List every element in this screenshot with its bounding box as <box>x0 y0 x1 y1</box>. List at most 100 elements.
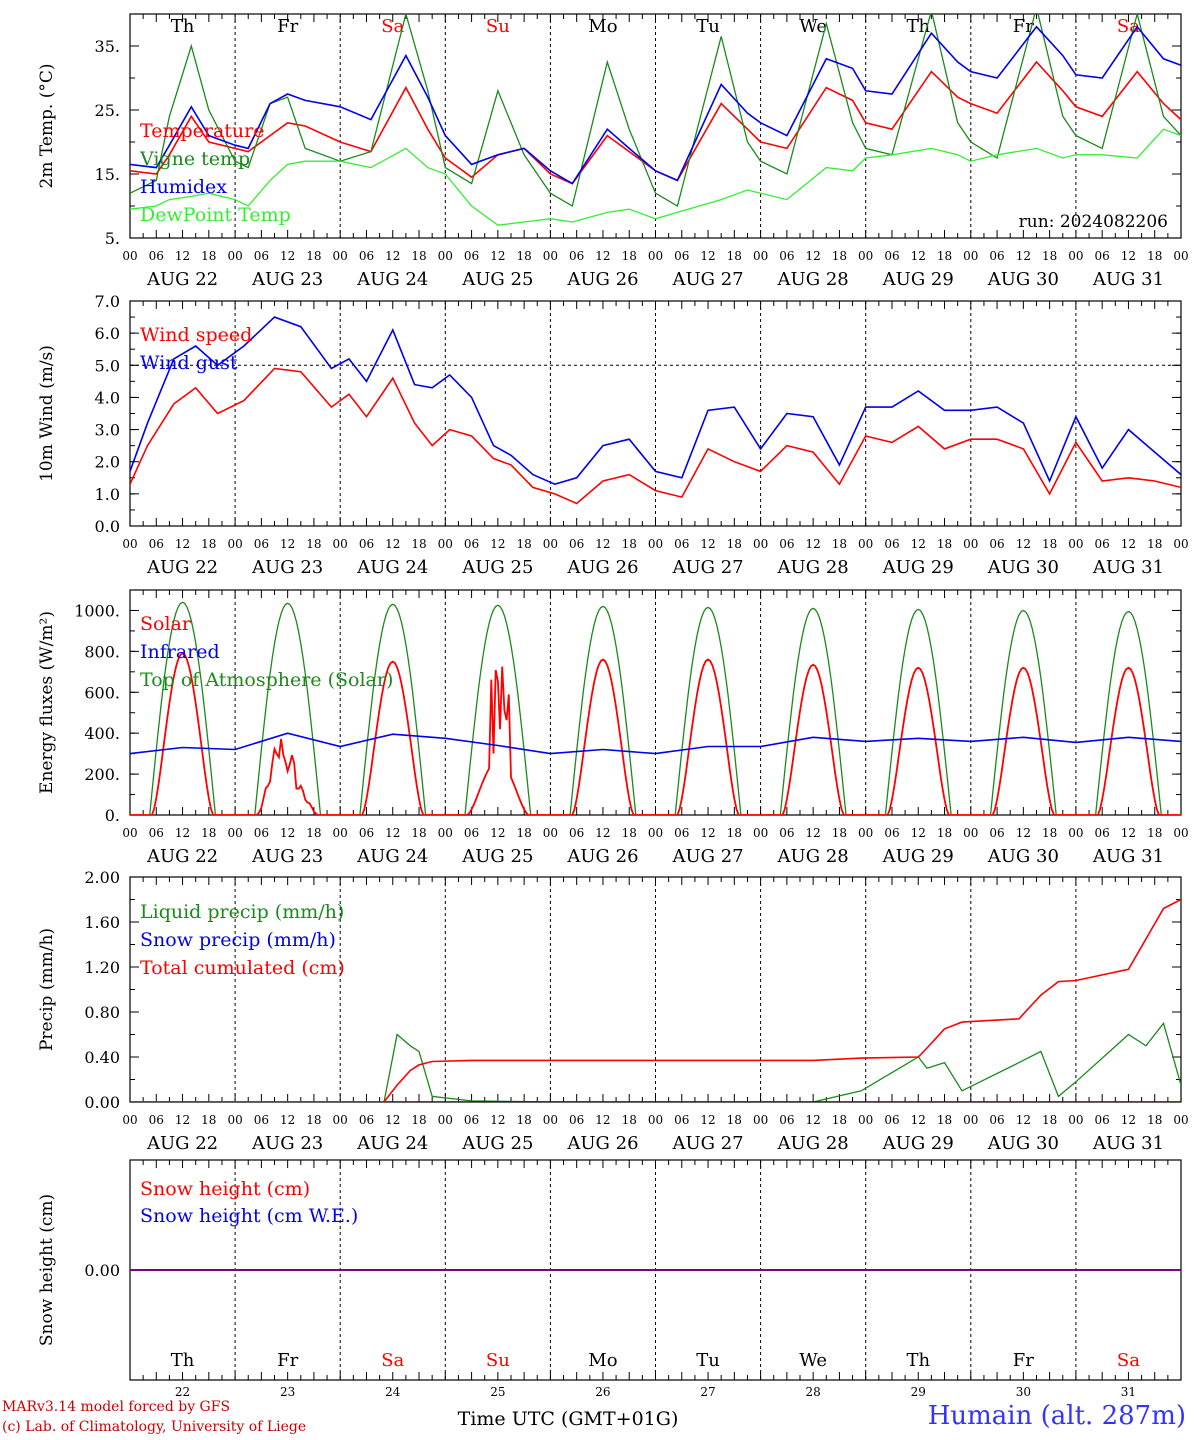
hour-tick-label: 12 <box>280 537 295 551</box>
weekday-label: We <box>799 16 827 37</box>
hour-tick-label: 00 <box>648 249 663 263</box>
day-number-label: 28 <box>806 1385 821 1399</box>
hour-tick-label: 18 <box>727 249 742 263</box>
hour-tick-label: 12 <box>175 537 190 551</box>
y-tick-label: 600. <box>84 683 120 702</box>
legend-entry: Snow height (cm W.E.) <box>140 1205 358 1227</box>
hour-tick-label: 18 <box>727 537 742 551</box>
hour-tick-label: 06 <box>464 826 479 840</box>
hour-tick-label: 00 <box>858 1113 873 1127</box>
hour-tick-label: 12 <box>595 249 610 263</box>
date-label: AUG 27 <box>671 557 743 578</box>
y-tick-label: 1.60 <box>84 913 120 932</box>
weekday-label: Fr <box>1013 1350 1034 1371</box>
hour-tick-label: 00 <box>438 537 453 551</box>
hour-tick-label: 06 <box>884 1113 899 1127</box>
hour-tick-label: 12 <box>490 537 505 551</box>
hour-tick-label: 00 <box>122 1113 137 1127</box>
date-label: AUG 28 <box>777 557 849 578</box>
day-number-label: 27 <box>700 1385 715 1399</box>
y-tick-label: 400. <box>84 724 120 743</box>
hour-tick-label: 18 <box>832 826 847 840</box>
hour-tick-label: 00 <box>227 249 242 263</box>
hour-tick-label: 00 <box>543 249 558 263</box>
hour-tick-label: 12 <box>911 249 926 263</box>
y-tick-label: 0.40 <box>84 1048 120 1067</box>
hour-tick-label: 18 <box>937 826 952 840</box>
x-axis-title: Time UTC (GMT+01G) <box>458 1408 679 1430</box>
y-axis-title: 10m Wind (m/s) <box>37 345 57 482</box>
hour-tick-label: 12 <box>700 249 715 263</box>
hour-tick-label: 06 <box>989 826 1004 840</box>
weekday-label: Tu <box>696 1350 720 1371</box>
hour-tick-label: 06 <box>989 537 1004 551</box>
hour-tick-label: 06 <box>989 249 1004 263</box>
weekday-label: Sa <box>381 1350 404 1371</box>
y-tick-label: 800. <box>84 642 120 661</box>
hour-tick-label: 00 <box>333 249 348 263</box>
hour-tick-label: 06 <box>569 537 584 551</box>
hour-tick-label: 12 <box>806 1113 821 1127</box>
hour-tick-label: 00 <box>963 1113 978 1127</box>
date-label: AUG 31 <box>1092 269 1164 290</box>
hour-tick-label: 12 <box>911 826 926 840</box>
hour-tick-label: 00 <box>753 1113 768 1127</box>
day-number-label: 29 <box>911 1385 926 1399</box>
hour-tick-label: 18 <box>411 1113 426 1127</box>
legend-entry: Wind gust <box>140 352 238 374</box>
hour-tick-label: 12 <box>490 1113 505 1127</box>
hour-tick-label: 12 <box>911 1113 926 1127</box>
hour-tick-label: 00 <box>858 826 873 840</box>
date-label: AUG 29 <box>882 557 954 578</box>
day-number-label: 31 <box>1121 1385 1136 1399</box>
hour-tick-label: 18 <box>201 826 216 840</box>
hour-tick-label: 06 <box>884 537 899 551</box>
hour-tick-label: 18 <box>411 249 426 263</box>
series-group <box>130 14 1181 226</box>
hour-tick-label: 18 <box>201 1113 216 1127</box>
hour-tick-label: 06 <box>464 249 479 263</box>
date-label: AUG 29 <box>882 269 954 290</box>
hour-tick-label: 00 <box>227 537 242 551</box>
date-label: AUG 24 <box>356 269 428 290</box>
hour-tick-label: 18 <box>1042 826 1057 840</box>
hour-tick-label: 18 <box>727 1113 742 1127</box>
hour-tick-label: 18 <box>1147 826 1162 840</box>
date-label: AUG 30 <box>987 557 1059 578</box>
hour-tick-label: 18 <box>832 537 847 551</box>
hour-tick-label: 06 <box>674 1113 689 1127</box>
hour-tick-label: 00 <box>1068 826 1083 840</box>
weekday-label: Th <box>171 1350 195 1371</box>
hour-tick-label: 06 <box>1095 249 1110 263</box>
hour-tick-label: 12 <box>806 537 821 551</box>
hour-tick-label: 06 <box>464 537 479 551</box>
hour-tick-label: 06 <box>674 249 689 263</box>
hour-tick-label: 06 <box>254 826 269 840</box>
hour-tick-label: 12 <box>175 826 190 840</box>
hour-tick-label: 18 <box>727 826 742 840</box>
hour-tick-label: 18 <box>516 249 531 263</box>
hour-tick-label: 18 <box>622 1113 637 1127</box>
hour-tick-label: 18 <box>1042 249 1057 263</box>
weekday-label: Fr <box>277 16 298 37</box>
date-label: AUG 23 <box>251 557 323 578</box>
hour-tick-label: 12 <box>806 249 821 263</box>
hour-tick-label: 00 <box>648 826 663 840</box>
hour-tick-label: 06 <box>359 537 374 551</box>
legend-entry: Wind speed <box>140 324 252 346</box>
date-label: AUG 27 <box>671 1133 743 1154</box>
hour-tick-label: 12 <box>1121 826 1136 840</box>
hour-tick-label: 18 <box>306 249 321 263</box>
hour-tick-label: 12 <box>1121 1113 1136 1127</box>
date-label: AUG 22 <box>146 1133 218 1154</box>
panel-2: 7.0 6.0 5.0 4.0 3.0 2.0 1.0 0.0 10m Wind (m/s) Wi… <box>37 292 1189 578</box>
legend-entry: Top of Atmosphere (Solar) <box>140 669 393 691</box>
hour-tick-label: 00 <box>333 537 348 551</box>
hour-tick-label: 12 <box>490 826 505 840</box>
date-label: AUG 23 <box>251 269 323 290</box>
date-label: AUG 22 <box>146 557 218 578</box>
y-tick-label: 4.0 <box>95 388 120 407</box>
hour-tick-label: 06 <box>359 826 374 840</box>
hour-tick-label: 06 <box>779 826 794 840</box>
location-label: Humain (alt. 287m) <box>927 1401 1186 1431</box>
